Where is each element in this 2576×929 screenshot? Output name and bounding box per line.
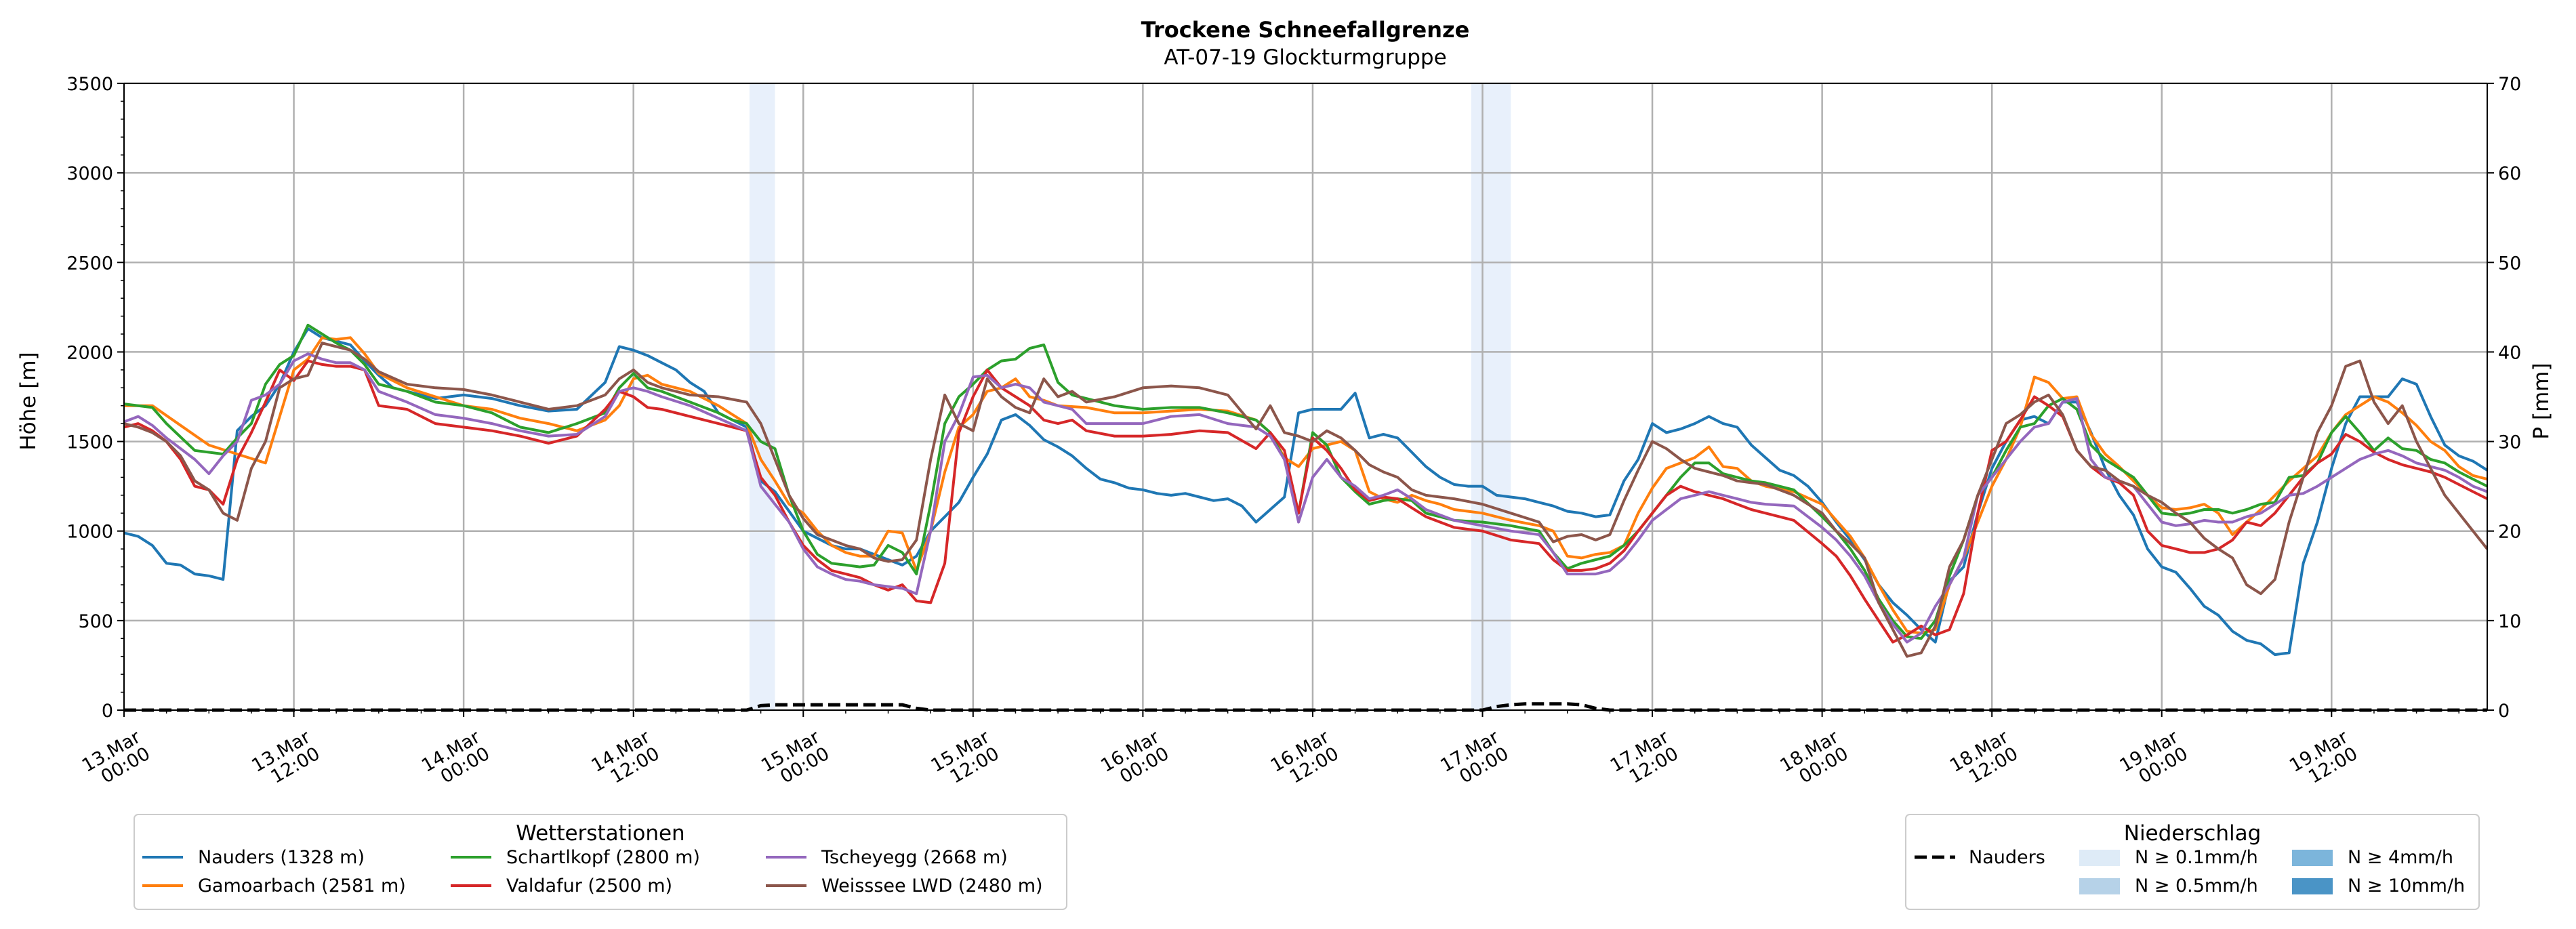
precip-series-line (124, 702, 2487, 712)
legend-stations-title: Wetterstationen (516, 821, 684, 846)
y-tick-label: 0 (102, 701, 113, 722)
x-tick-label: 14.Mar12:00 (588, 726, 664, 793)
legend-precip-label: N ≥ 0.5mm/h (2135, 875, 2258, 896)
legend-precip-label: N ≥ 10mm/h (2348, 875, 2465, 896)
y2-tick-label: 40 (2498, 342, 2521, 363)
y2-tick-label: 60 (2498, 163, 2521, 184)
y2-tick-label: 10 (2498, 611, 2521, 632)
y2-tick-label: 20 (2498, 522, 2521, 543)
y-tick-label: 3500 (66, 74, 113, 95)
series-lines (123, 323, 2489, 658)
series-line (123, 342, 2489, 658)
x-tick-label: 18.Mar00:00 (1776, 726, 1852, 793)
legend-precip-swatch (2292, 878, 2333, 894)
y2-axis-label: P [mm] (2529, 363, 2554, 439)
x-tick-label: 17.Mar12:00 (1607, 726, 1683, 793)
legend-precip-label: N ≥ 0.1mm/h (2135, 847, 2258, 868)
legend-stations: Wetterstationen Nauders (1328 m) Gamoarba… (134, 814, 1067, 910)
legend-station-label: Valdafur (2500 m) (506, 875, 672, 896)
chart-title: Trockene Schneefallgrenze (1141, 17, 1470, 43)
precip-bands (749, 83, 1511, 710)
y-tick-label: 3000 (66, 163, 113, 184)
y-tick-label: 500 (78, 611, 113, 632)
series-line (123, 327, 2489, 657)
y-tick-label: 2500 (66, 253, 113, 274)
legend-station-label: Gamoarbach (2581 m) (198, 875, 406, 896)
legend-precip: Niederschlag Nauders N ≥ 0.1mm/h N ≥ 0.5mm… (1905, 814, 2480, 910)
x-tick-label: 19.Mar12:00 (2286, 726, 2362, 793)
series-line (123, 352, 2488, 644)
legend-precip-swatch (2079, 850, 2120, 866)
y2-tick-label: 50 (2498, 253, 2521, 274)
precip-line (124, 702, 2487, 712)
y-tick-label: 2000 (66, 342, 113, 363)
series-line (124, 336, 2488, 635)
plot-frame (123, 83, 2488, 711)
x-tick-label: 18.Mar12:00 (1946, 726, 2022, 793)
x-tick-label: 13.Mar12:00 (248, 726, 324, 793)
legend-stations-box (134, 814, 1067, 910)
x-tick-label: 13.Mar00:00 (79, 726, 155, 793)
y2-tick-label: 70 (2498, 74, 2521, 95)
legend-station-label: Weisssee LWD (2480 m) (821, 875, 1043, 896)
legend-precip-line-label: Nauders (1969, 847, 2045, 868)
y2-tick-label: 30 (2498, 432, 2521, 453)
chart-subtitle: AT-07-19 Glockturmgruppe (1164, 45, 1446, 70)
legend-precip-box (1905, 814, 2480, 910)
precip-band (749, 83, 775, 710)
legend-precip-swatch (2292, 850, 2333, 866)
legend-precip-label: N ≥ 4mm/h (2348, 847, 2453, 868)
y2-tick-label: 0 (2498, 701, 2510, 722)
x-tick-label: 16.Mar00:00 (1097, 726, 1173, 793)
x-tick-label: 14.Mar00:00 (418, 726, 494, 793)
x-tick-label: 15.Mar12:00 (928, 726, 1004, 793)
series-line (123, 359, 2488, 644)
y-tick-label: 1500 (66, 432, 113, 453)
y-tick-label: 1000 (66, 522, 113, 543)
x-tick-label: 19.Mar00:00 (2117, 726, 2192, 793)
precip-band (1471, 83, 1511, 710)
legend-station-label: Tscheyegg (2668 m) (821, 847, 1008, 868)
x-tick-label: 17.Mar00:00 (1437, 726, 1513, 793)
legend-station-label: Schartlkopf (2800 m) (506, 847, 700, 868)
x-tick-label: 15.Mar00:00 (758, 726, 834, 793)
legend-station-label: Nauders (1328 m) (198, 847, 365, 868)
legend-precip-title: Niederschlag (2124, 821, 2262, 846)
x-tick-label: 16.Mar12:00 (1267, 726, 1343, 793)
y-axis-label: Höhe [m] (16, 352, 41, 450)
legend-precip-swatch (2079, 878, 2120, 894)
